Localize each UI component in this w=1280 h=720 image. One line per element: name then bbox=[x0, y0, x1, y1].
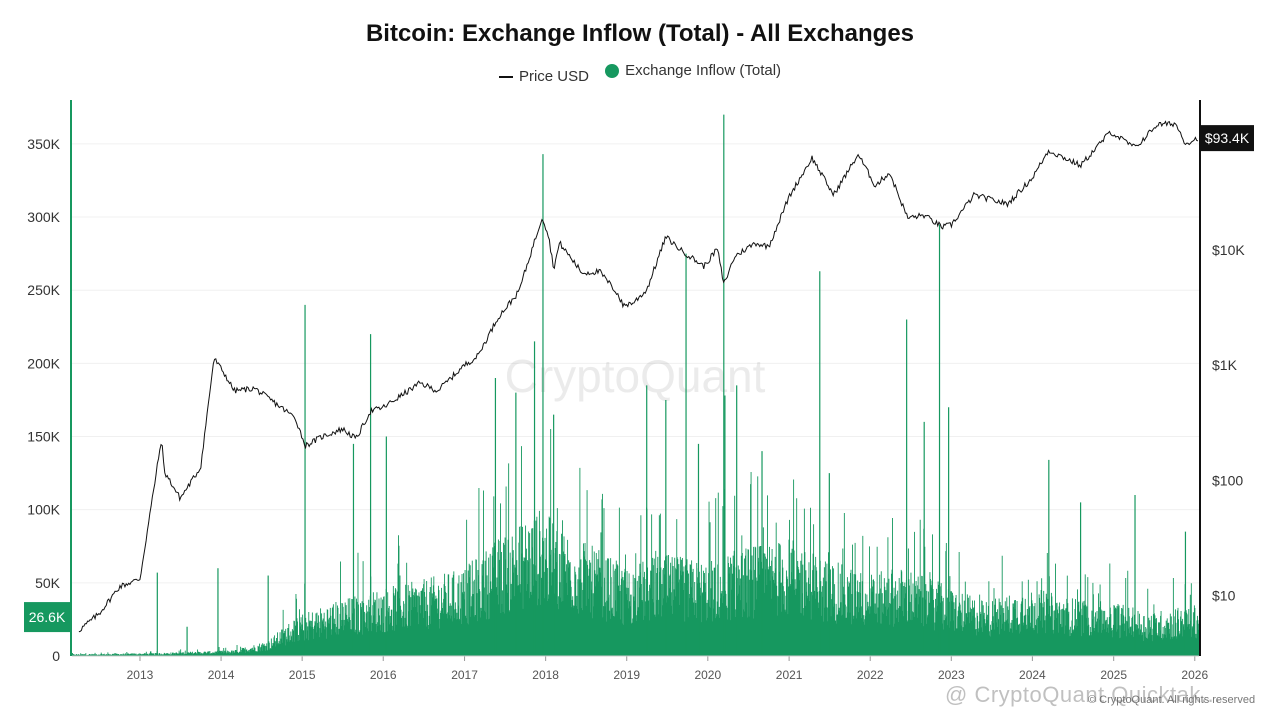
inflow-value-label: 26.6K bbox=[29, 609, 66, 625]
x-tick-label: 2014 bbox=[208, 668, 235, 682]
y-left-tick-label: 350K bbox=[27, 136, 60, 152]
y-left-tick-label: 100K bbox=[27, 502, 60, 518]
credit-overlay: @ CryptoQuant Quicktak... bbox=[945, 682, 1221, 707]
x-tick-label: 2021 bbox=[776, 668, 803, 682]
x-tick-label: 2019 bbox=[613, 668, 640, 682]
x-tick-label: 2016 bbox=[370, 668, 397, 682]
copyright-note: © CryptoQuant. All rights reserved bbox=[1088, 694, 1255, 706]
x-tick-label: 2017 bbox=[451, 668, 478, 682]
y-left-tick-label: 250K bbox=[27, 282, 60, 298]
y-right-tick-label: $100 bbox=[1212, 472, 1243, 488]
y-left-tick-label: 50K bbox=[35, 575, 61, 591]
legend-label-inflow: Exchange Inflow (Total) bbox=[625, 62, 782, 79]
price-value-box bbox=[1201, 125, 1254, 152]
legend-label-price: Price USD bbox=[518, 68, 589, 86]
x-tick-label: 2024 bbox=[1019, 668, 1046, 682]
chart-title: Bitcoin: Exchange Inflow (Total) - All E… bbox=[365, 20, 915, 47]
y-left-tick-label: 200K bbox=[27, 355, 60, 371]
y-left-tick-label: 0 bbox=[52, 648, 60, 664]
price-value-label: $93.4K bbox=[1205, 130, 1250, 146]
x-tick-label: 2015 bbox=[289, 668, 316, 682]
y-right-tick-label: $10K bbox=[1212, 242, 1245, 258]
y-right-tick-label: $1K bbox=[1212, 357, 1238, 373]
x-tick-label: 2013 bbox=[127, 668, 154, 682]
x-tick-label: 2026 bbox=[1181, 668, 1208, 682]
x-tick-label: 2023 bbox=[938, 668, 965, 682]
legend: Price USD Exchange Inflow (Total) bbox=[0, 62, 1280, 85]
price-line bbox=[78, 120, 1199, 633]
legend-line-marker bbox=[498, 76, 513, 78]
legend-item-price[interactable]: Price USD bbox=[498, 68, 589, 86]
watermark: CryptoQuant bbox=[505, 350, 766, 402]
legend-dot-marker bbox=[605, 63, 620, 78]
y-left-tick-label: 300K bbox=[27, 209, 60, 225]
legend-item-inflow[interactable]: Exchange Inflow (Total) bbox=[605, 62, 781, 79]
inflow-bars bbox=[71, 429, 1200, 656]
x-tick-label: 2025 bbox=[1100, 668, 1127, 682]
y-right-tick-label: $10 bbox=[1212, 588, 1236, 604]
x-tick-label: 2020 bbox=[694, 668, 721, 682]
inflow-value-box bbox=[24, 602, 70, 633]
x-tick-label: 2018 bbox=[532, 668, 559, 682]
y-left-tick-label: 150K bbox=[27, 429, 60, 445]
x-tick-label: 2022 bbox=[857, 668, 884, 682]
